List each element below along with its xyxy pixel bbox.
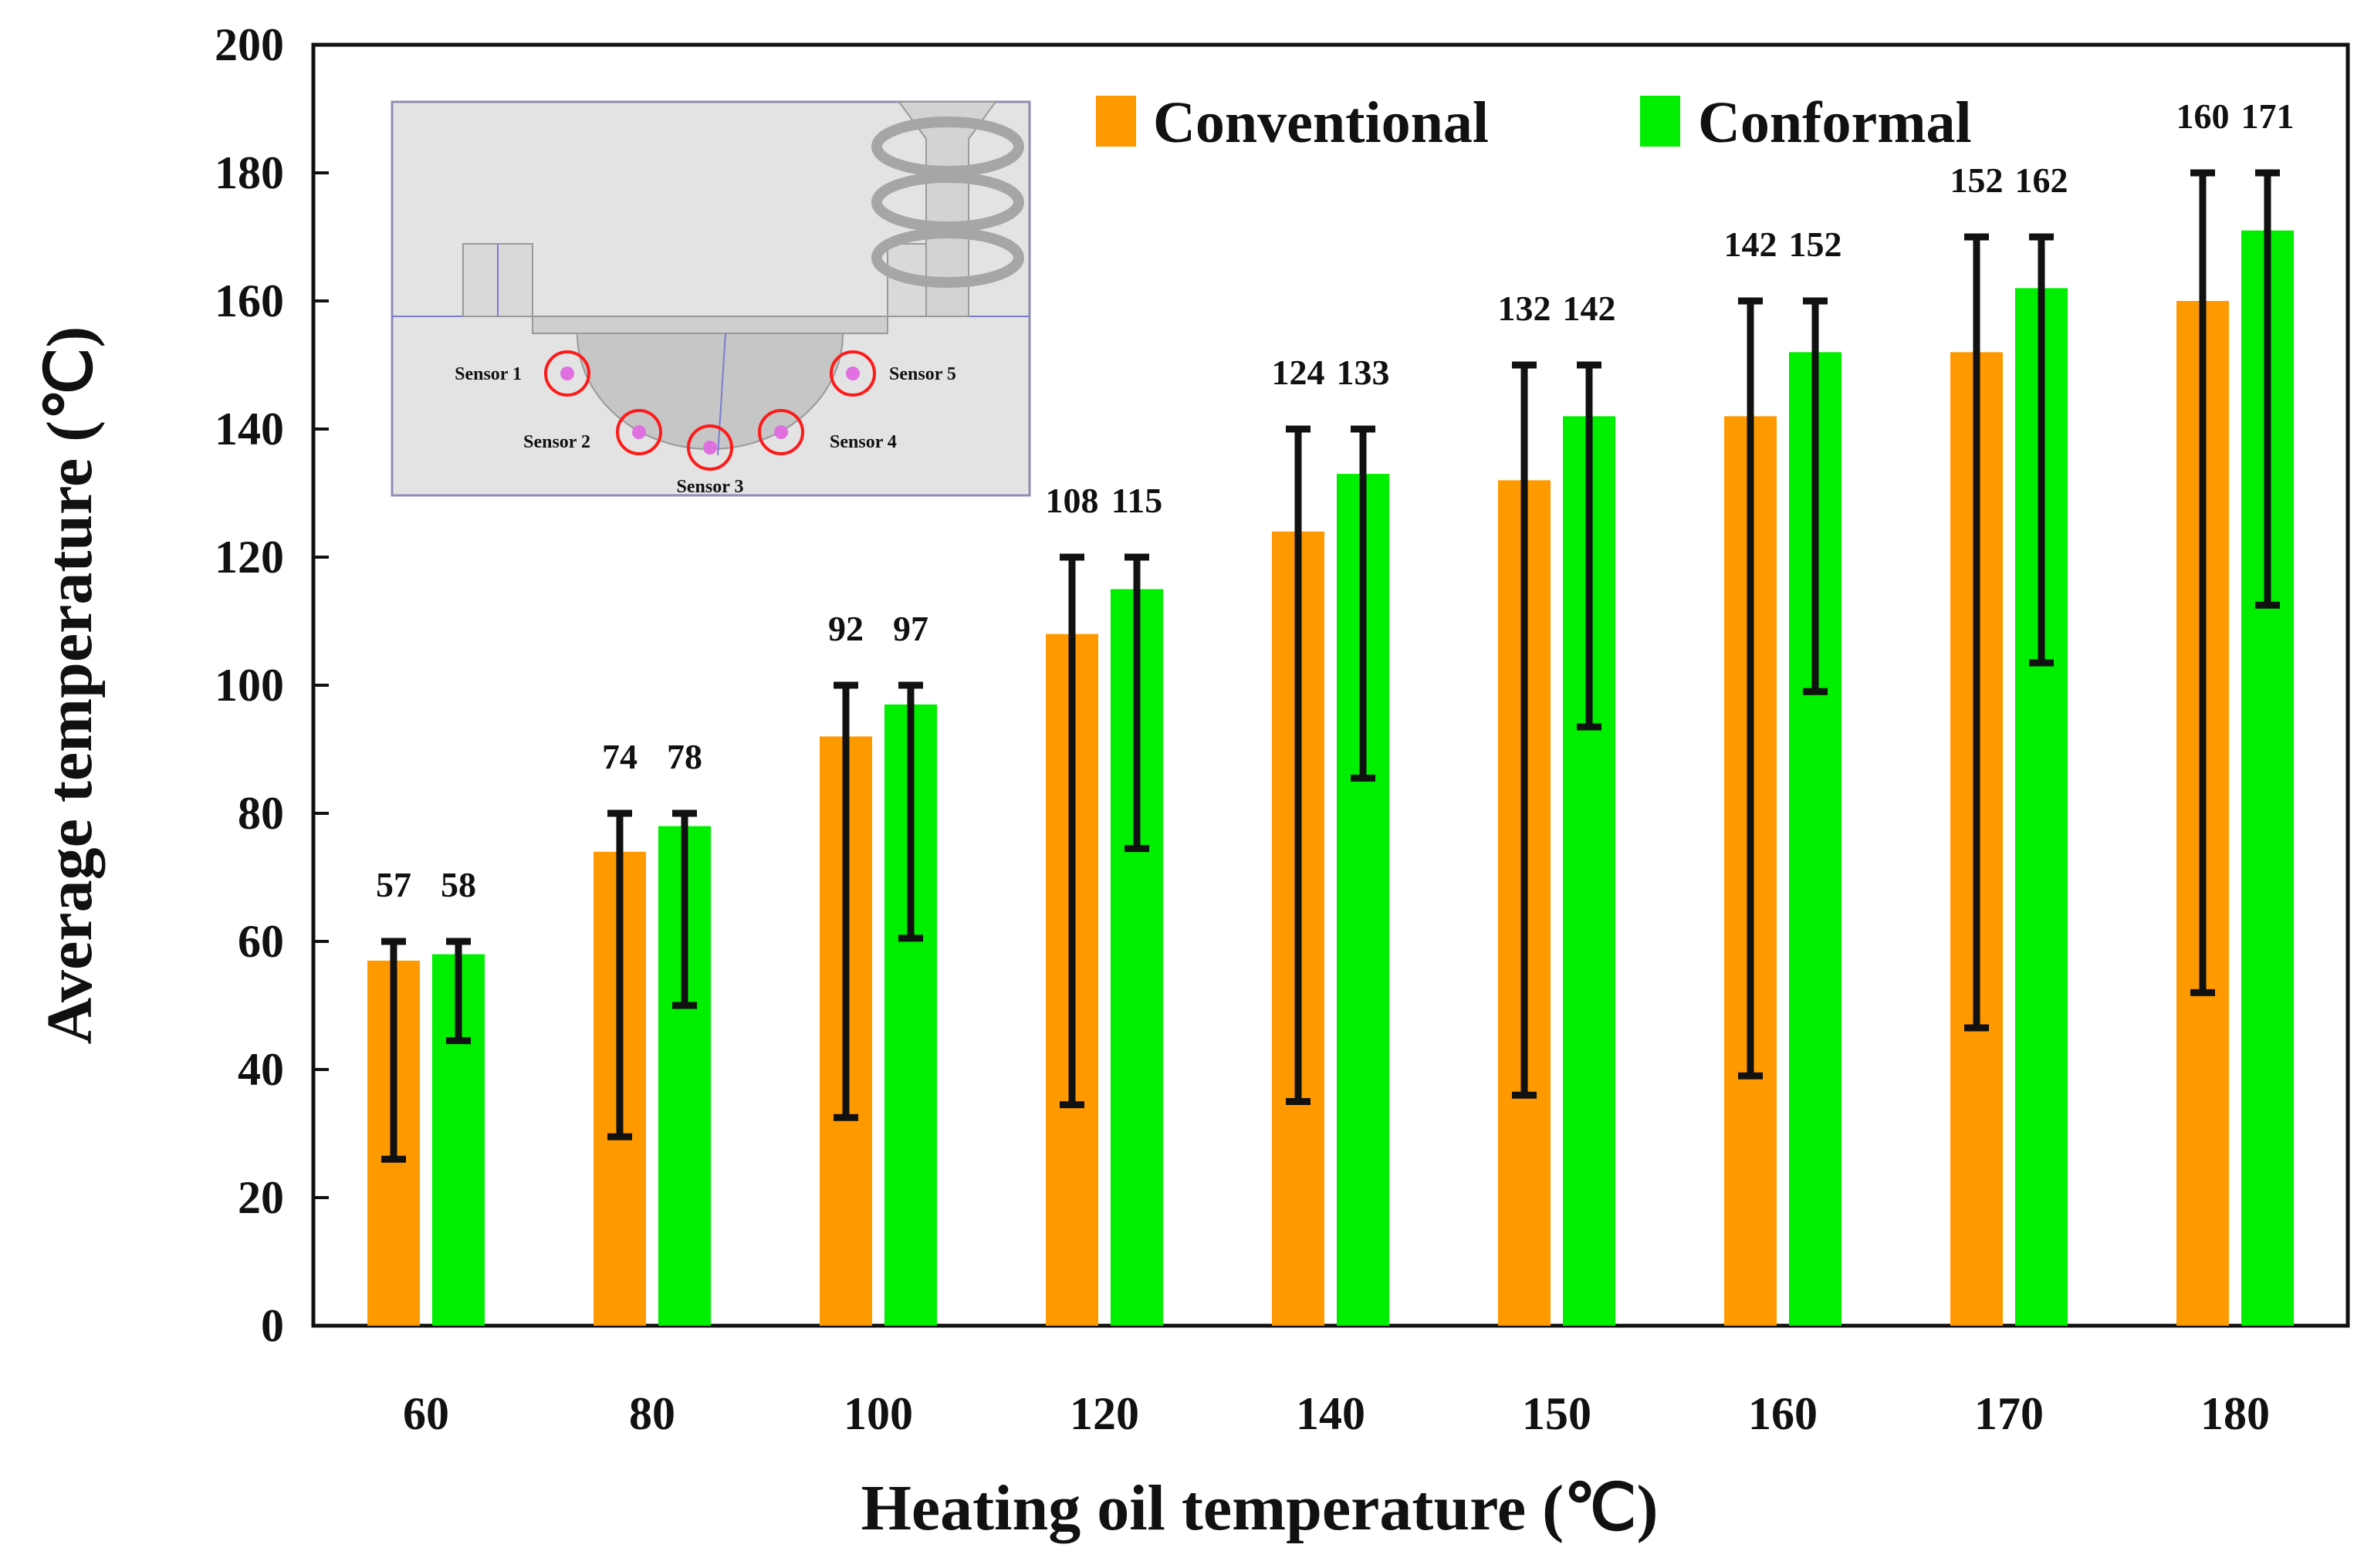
data-label-conformal: 78 bbox=[667, 737, 702, 776]
data-label-conventional: 142 bbox=[1724, 225, 1777, 264]
data-labels: 57 58 74 78 92 97 108 115 124 133 132 142 142 152 152 1… bbox=[376, 96, 2295, 904]
x-axis-title: Heating oil temperature (℃) bbox=[861, 1472, 1659, 1544]
sensor-label: Sensor 5 bbox=[889, 364, 956, 384]
legend: Conventional Conformal bbox=[1096, 90, 1972, 155]
y-tick-label: 20 bbox=[238, 1172, 284, 1223]
data-label-conformal: 115 bbox=[1111, 481, 1162, 520]
x-tick-label: 100 bbox=[844, 1388, 913, 1439]
x-tick-label: 60 bbox=[403, 1388, 449, 1439]
data-label-conventional: 160 bbox=[2176, 96, 2230, 136]
data-label-conformal: 152 bbox=[1789, 225, 1842, 264]
data-label-conventional: 74 bbox=[602, 737, 638, 776]
data-label-conformal: 58 bbox=[441, 865, 476, 904]
legend-swatch-conformal bbox=[1640, 96, 1680, 147]
inset-mold-diagram: Sensor 1 Sensor 2 Sensor 3 Sensor 4 Sensor 5 bbox=[391, 100, 1031, 497]
sensor-ring bbox=[616, 409, 662, 455]
data-label-conformal: 97 bbox=[893, 609, 928, 648]
y-tick-label: 60 bbox=[238, 916, 284, 967]
sensor-point bbox=[560, 367, 574, 380]
sensor-ring bbox=[687, 424, 733, 471]
data-label-conventional: 152 bbox=[1950, 161, 2004, 200]
x-tick-label: 140 bbox=[1296, 1388, 1365, 1439]
sensor-point bbox=[774, 425, 788, 439]
y-tick-label: 120 bbox=[215, 532, 284, 583]
y-axis: 0 20 40 60 80 100 120 140 160 180 200 bbox=[215, 19, 329, 1351]
y-tick-label: 180 bbox=[215, 147, 284, 198]
sensor-label: Sensor 3 bbox=[677, 477, 744, 497]
legend-swatch-conventional bbox=[1096, 96, 1136, 147]
x-tick-label: 170 bbox=[1974, 1388, 2044, 1439]
y-axis-title: Average temperature (℃) bbox=[34, 326, 106, 1045]
error-bars bbox=[381, 169, 2280, 1163]
y-tick-label: 200 bbox=[215, 19, 284, 70]
sensor-ring bbox=[758, 409, 804, 455]
x-tick-label: 80 bbox=[629, 1388, 675, 1439]
y-tick-label: 140 bbox=[215, 404, 284, 455]
data-label-conventional: 108 bbox=[1046, 481, 1099, 520]
data-label-conventional: 124 bbox=[1272, 353, 1325, 392]
x-tick-label: 120 bbox=[1070, 1388, 1139, 1439]
data-label-conventional: 132 bbox=[1498, 289, 1551, 328]
sensor-label: Sensor 4 bbox=[830, 432, 897, 452]
sensor-point bbox=[632, 425, 646, 439]
legend-label-conventional: Conventional bbox=[1153, 90, 1489, 155]
data-label-conventional: 92 bbox=[828, 609, 864, 648]
sensor-label: Sensor 2 bbox=[523, 432, 590, 452]
sensor-label: Sensor 1 bbox=[455, 364, 522, 384]
y-tick-label: 40 bbox=[238, 1044, 284, 1095]
x-axis: 60 80 100 120 140 150 160 170 180 bbox=[403, 1388, 2270, 1439]
x-tick-label: 150 bbox=[1522, 1388, 1591, 1439]
legend-label-conformal: Conformal bbox=[1698, 90, 1972, 155]
data-label-conformal: 162 bbox=[2015, 161, 2068, 200]
y-tick-label: 160 bbox=[215, 275, 284, 326]
y-tick-label: 80 bbox=[238, 788, 284, 839]
data-label-conventional: 57 bbox=[376, 865, 411, 904]
data-label-conformal: 133 bbox=[1337, 353, 1390, 392]
data-label-conformal: 142 bbox=[1563, 289, 1616, 328]
data-label-conformal: 171 bbox=[2241, 96, 2295, 136]
y-tick-label: 0 bbox=[261, 1300, 284, 1351]
sensor-point bbox=[846, 367, 860, 380]
sensor-ring bbox=[544, 350, 590, 397]
x-tick-label: 160 bbox=[1748, 1388, 1818, 1439]
sensor-point bbox=[703, 441, 717, 455]
y-tick-label: 100 bbox=[215, 660, 284, 711]
x-tick-label: 180 bbox=[2200, 1388, 2270, 1439]
sensor-ring bbox=[830, 350, 876, 397]
sensor-markers: Sensor 1 Sensor 2 Sensor 3 Sensor 4 Sensor 5 bbox=[455, 350, 956, 497]
